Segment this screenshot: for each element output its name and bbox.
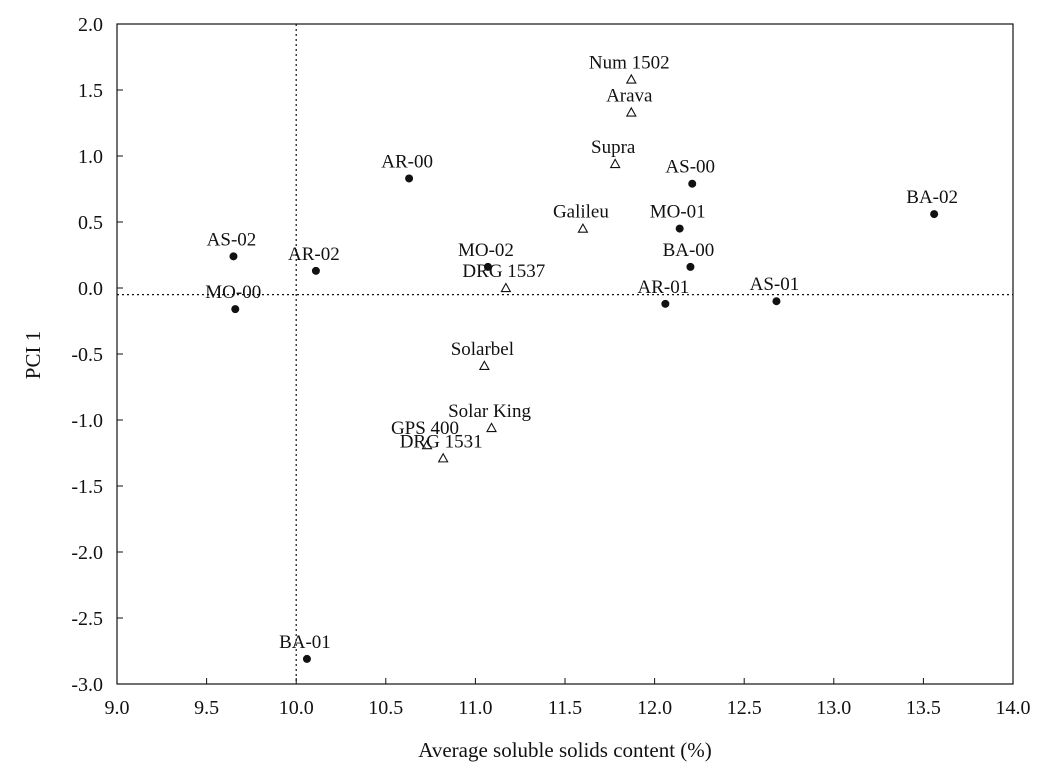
data-point-circle (405, 174, 414, 183)
data-point-circle (302, 654, 311, 663)
y-tick-label: 1.5 (78, 80, 103, 102)
data-point-circle (686, 262, 695, 271)
data-point-circle (772, 297, 781, 306)
y-tick-label: 0.0 (78, 278, 103, 300)
plot-frame (116, 23, 1014, 685)
y-tick-label: 2.0 (78, 14, 103, 36)
data-point-circle (311, 266, 320, 275)
data-point-label: MO-01 (650, 202, 706, 223)
y-tick-label: 0.5 (78, 212, 103, 234)
data-point-label: MO-00 (205, 282, 261, 303)
data-point-triangle (609, 158, 621, 169)
data-point-circle (930, 210, 939, 219)
data-point-label: GPS 400 (391, 418, 459, 439)
x-tick-label: 9.0 (105, 697, 130, 719)
reference-lines (117, 24, 1013, 684)
x-tick-label: 12.5 (727, 697, 762, 719)
data-point-circle (675, 224, 684, 233)
data-point-triangle (625, 106, 637, 117)
data-point-circle (229, 252, 238, 261)
data-point-triangle (625, 73, 637, 84)
data-point-label: AS-01 (750, 274, 800, 295)
data-point-circle (231, 305, 240, 314)
x-tick-label: 11.5 (548, 697, 582, 719)
data-point-label: AR-01 (637, 277, 689, 298)
x-tick-label: 13.5 (906, 697, 941, 719)
y-tick-label: -3.0 (71, 674, 103, 696)
data-point-label: Solarbel (451, 339, 514, 360)
y-tick-label: 1.0 (78, 146, 103, 168)
data-point-label: AR-00 (381, 151, 433, 172)
x-tick-label: 13.0 (816, 697, 851, 719)
data-point-triangle (421, 439, 433, 450)
data-point-circle (688, 179, 697, 188)
y-tick-label: -2.0 (71, 542, 103, 564)
data-point-label: BA-00 (663, 240, 715, 261)
y-tick-label: -2.5 (71, 608, 103, 630)
x-axis-title: Average soluble solids content (%) (418, 738, 712, 762)
data-point-triangle (478, 360, 490, 371)
x-tick-label: 14.0 (996, 697, 1031, 719)
data-point-label: Galileu (553, 202, 609, 223)
data-point-label: MO-02 (458, 240, 514, 261)
data-point-circle (661, 299, 670, 308)
y-axis-title: PCI 1 (21, 331, 45, 379)
data-point-label: Num 1502 (589, 52, 670, 73)
data-point-circle (483, 262, 492, 271)
data-point-label: Arava (606, 85, 653, 106)
data-point-triangle (500, 282, 512, 293)
data-point-label: AS-00 (665, 157, 715, 178)
data-point-label: DRG 1537 (462, 261, 545, 282)
x-tick-label: 12.0 (637, 697, 672, 719)
data-point-label: Supra (591, 137, 636, 158)
data-point-triangle (486, 422, 497, 433)
axis-ticks: 9.0 9.5 10.0 10.5 11.0 11.5 12.0 12.5 13.0 13.5 14… (71, 14, 1030, 719)
data-point-label: AS-02 (207, 229, 257, 250)
x-tick-label: 10.0 (279, 697, 314, 719)
data-point-label: BA-01 (279, 632, 331, 653)
y-tick-label: -1.5 (71, 476, 103, 498)
data-point-label: Solar King (448, 401, 531, 422)
data-points: AS-02 MO-00 AR-02 AR-00 MO-02 AS-00 MO-01 BA-00… (205, 52, 958, 663)
x-tick-label: 11.0 (458, 697, 492, 719)
y-tick-label: -0.5 (71, 344, 103, 366)
data-point-triangle (437, 452, 449, 463)
data-point-label: BA-02 (906, 187, 958, 208)
data-point-triangle (577, 222, 589, 233)
x-tick-label: 10.5 (368, 697, 403, 719)
data-point-label: AR-02 (288, 244, 340, 265)
data-point-label: DRG 1531 (400, 431, 483, 452)
y-tick-label: -1.0 (71, 410, 103, 432)
x-tick-label: 9.5 (194, 697, 219, 719)
